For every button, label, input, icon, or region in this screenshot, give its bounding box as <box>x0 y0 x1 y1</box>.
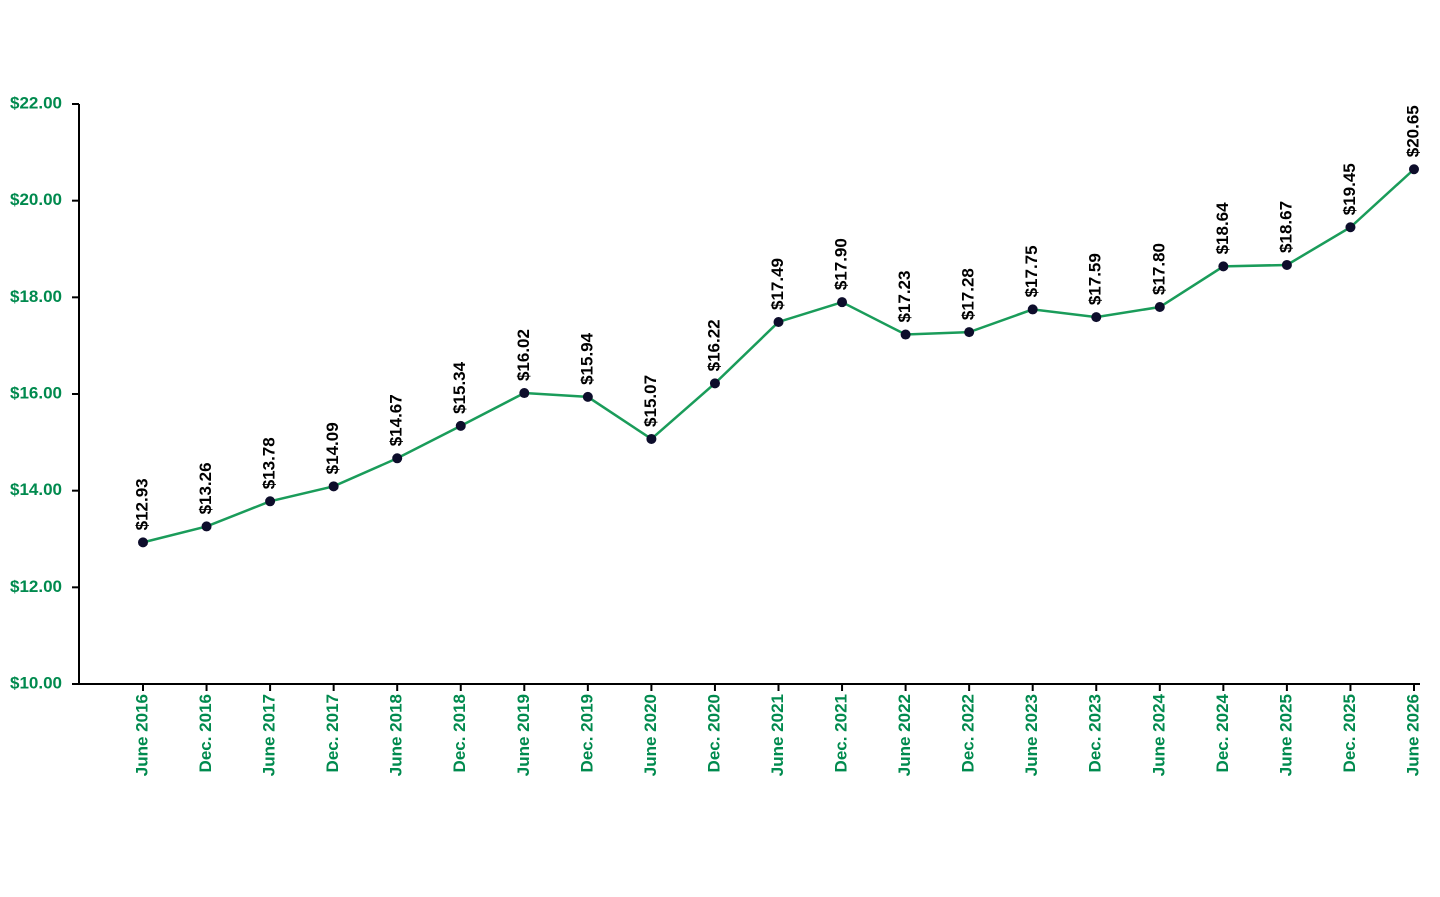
data-label: $17.90 <box>832 238 851 290</box>
y-tick-label: $14.00 <box>10 480 62 499</box>
y-tick-label: $12.00 <box>10 577 62 596</box>
x-tick-label: Dec. 2019 <box>577 694 596 772</box>
data-label: $17.49 <box>768 258 787 310</box>
y-tick-label: $10.00 <box>10 673 62 692</box>
marker <box>1409 164 1419 175</box>
data-label: $15.07 <box>641 375 660 427</box>
data-label: $18.67 <box>1276 201 1295 253</box>
marker <box>519 388 530 399</box>
x-tick-label: June 2026 <box>1403 694 1422 776</box>
x-tick-label: Dec. 2017 <box>323 694 342 772</box>
x-tick-label: Dec. 2016 <box>196 694 215 772</box>
marker <box>837 297 848 308</box>
x-tick-label: June 2021 <box>768 694 787 776</box>
data-label: $17.59 <box>1086 253 1105 305</box>
data-label: $16.02 <box>514 329 533 381</box>
x-tick-label: Dec. 2024 <box>1213 693 1232 772</box>
marker <box>773 316 784 327</box>
x-tick-label: June 2025 <box>1276 694 1295 776</box>
data-label: $17.75 <box>1022 245 1041 297</box>
data-label: $13.26 <box>196 462 215 514</box>
x-tick-label: Dec. 2020 <box>704 694 723 772</box>
data-label: $16.22 <box>704 319 723 371</box>
x-tick-label: June 2023 <box>1022 694 1041 776</box>
x-tick-label: June 2016 <box>132 694 151 776</box>
x-tick-label: Dec. 2021 <box>832 694 851 772</box>
data-label: $15.34 <box>450 361 469 414</box>
data-label: $13.78 <box>260 437 279 489</box>
x-tick-label: June 2018 <box>387 694 406 776</box>
marker <box>1218 261 1229 272</box>
y-tick-label: $16.00 <box>10 383 62 402</box>
data-label: $17.80 <box>1149 243 1168 295</box>
marker <box>1345 222 1356 233</box>
x-tick-label: Dec. 2025 <box>1340 694 1359 772</box>
x-tick-label: June 2024 <box>1149 693 1168 776</box>
marker <box>1281 259 1292 270</box>
x-tick-label: June 2019 <box>514 694 533 776</box>
data-label: $14.09 <box>323 422 342 474</box>
y-tick-label: $18.00 <box>10 287 62 306</box>
data-label: $12.93 <box>132 478 151 530</box>
data-label: $15.94 <box>577 332 596 385</box>
marker <box>455 420 466 431</box>
data-label: $18.64 <box>1213 202 1232 255</box>
data-label: $14.67 <box>387 394 406 446</box>
data-label: $17.28 <box>959 268 978 320</box>
data-label: $20.65 <box>1403 105 1422 157</box>
marker <box>1091 312 1102 323</box>
marker <box>964 327 975 338</box>
x-tick-label: Dec. 2018 <box>450 694 469 772</box>
marker <box>900 329 911 340</box>
marker <box>138 537 148 548</box>
marker <box>201 521 212 532</box>
x-tick-label: June 2017 <box>260 694 279 776</box>
marker <box>265 496 276 507</box>
data-label: $19.45 <box>1340 163 1359 215</box>
x-tick-label: Dec. 2023 <box>1086 694 1105 772</box>
x-tick-label: June 2020 <box>641 694 660 776</box>
data-label: $17.23 <box>895 271 914 323</box>
marker <box>709 378 720 389</box>
x-tick-label: Dec. 2022 <box>959 694 978 772</box>
y-tick-label: $22.00 <box>10 93 62 112</box>
marker <box>582 391 593 402</box>
marker <box>646 433 657 444</box>
marker <box>1027 304 1038 315</box>
x-tick-label: June 2022 <box>895 694 914 776</box>
marker <box>1154 302 1165 312</box>
y-tick-label: $20.00 <box>10 190 62 209</box>
marker <box>392 453 403 464</box>
marker <box>328 481 339 492</box>
